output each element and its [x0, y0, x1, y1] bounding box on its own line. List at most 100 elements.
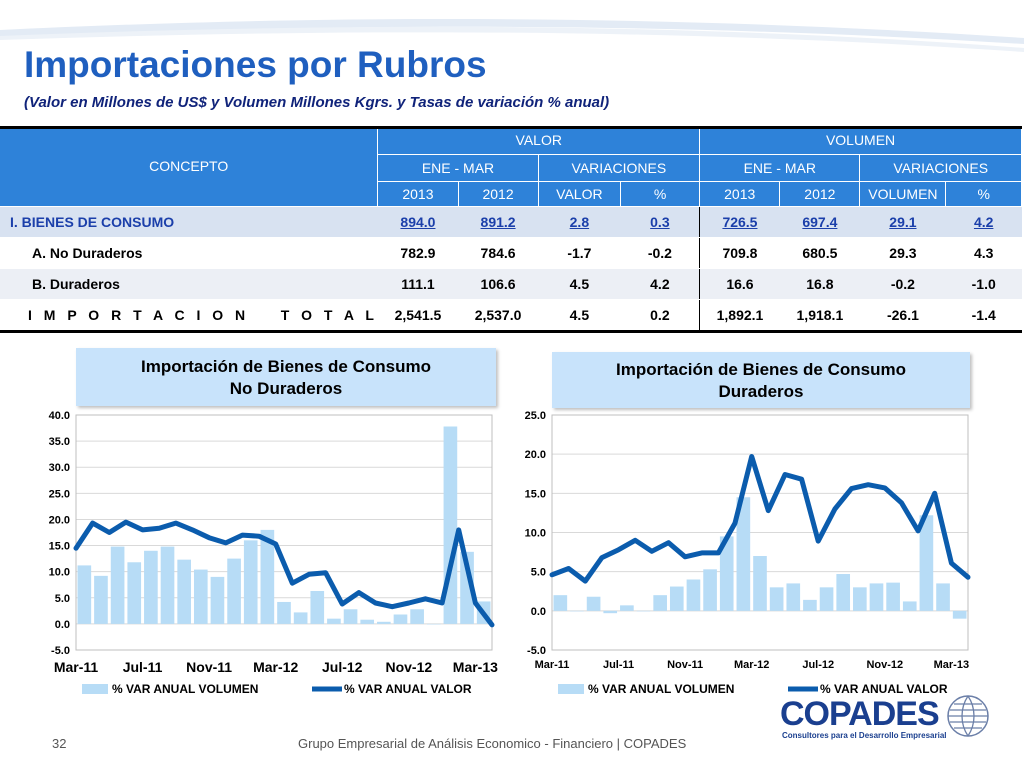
header-var-volumen-pct: % [945, 181, 1022, 207]
cell-var-vol: -26.1 [859, 299, 946, 333]
cell-vol2012: 680.5 [779, 237, 860, 269]
bar [686, 579, 701, 611]
cell-vol2012: 16.8 [779, 268, 860, 300]
legend-label-valor: % VAR ANUAL VALOR [344, 682, 472, 696]
header-volumen-2013: 2013 [699, 181, 781, 207]
y-tick-label: 10.0 [525, 528, 546, 540]
bar [636, 610, 651, 612]
bar [836, 574, 851, 611]
bar [620, 605, 634, 611]
header-var-volumen: VOLUMEN [859, 181, 947, 207]
y-tick-label: 40.0 [49, 410, 70, 422]
cell-vol-pct[interactable]: 4.2 [945, 206, 1022, 238]
bar [936, 583, 950, 611]
bar [902, 601, 917, 611]
cell-v2013: 2,541.5 [377, 299, 458, 333]
cell-var-vol: -0.2 [859, 268, 946, 300]
bar [853, 587, 867, 611]
cell-vol-pct: -1.4 [945, 299, 1022, 333]
cell-vol2013[interactable]: 726.5 [699, 206, 780, 238]
x-tick-label: Jul-11 [603, 659, 634, 671]
bar [410, 609, 424, 624]
x-tick-label: Mar-11 [535, 659, 570, 671]
cell-vol-pct: -1.0 [945, 268, 1022, 300]
bar [703, 569, 717, 611]
bar [293, 612, 308, 624]
bar [144, 550, 158, 624]
header-swoosh [0, 19, 1024, 52]
header-valor: VALOR [377, 126, 701, 155]
y-tick-label: 20.0 [49, 514, 70, 526]
y-tick-label: 15.0 [525, 488, 546, 500]
bar [94, 575, 108, 624]
row-label: I M P O R T A C I O N T O T A L [0, 299, 378, 333]
legend-label-volumen: % VAR ANUAL VOLUMEN [112, 682, 258, 696]
header-volumen: VOLUMEN [699, 126, 1022, 155]
y-tick-label: -5.0 [51, 645, 70, 657]
cell-v2013[interactable]: 894.0 [377, 206, 458, 238]
bar [869, 583, 884, 611]
footer-text: Grupo Empresarial de Análisis Economico … [298, 736, 687, 751]
y-tick-label: 5.0 [55, 593, 70, 605]
series-line-valor [73, 519, 495, 628]
row-label: A. No Duraderos [0, 237, 378, 269]
bar [653, 595, 667, 611]
bar [460, 551, 474, 624]
cell-var-pct[interactable]: 0.3 [620, 206, 700, 238]
bar [343, 609, 358, 624]
imports-table: CONCEPTO VALOR VOLUMEN ENE - MAR VARIACI… [0, 126, 1022, 333]
bar [570, 610, 584, 612]
bar [886, 582, 900, 611]
bar [177, 559, 191, 624]
bar [919, 515, 934, 611]
logo-wordmark: COPADES [780, 695, 939, 733]
legend-label-valor: % VAR ANUAL VALOR [820, 682, 948, 696]
header-valor-2012: 2012 [458, 181, 539, 207]
cell-var-pct: 4.2 [620, 268, 700, 300]
bar [786, 583, 801, 611]
x-tick-label: Nov-12 [866, 659, 903, 671]
table-row: I M P O R T A C I O N T O T A L 2,541.5 … [0, 299, 1022, 333]
table-row: I. BIENES DE CONSUMO 894.0 891.2 2.8 0.3… [0, 206, 1022, 238]
cell-vol2013: 1,892.1 [699, 299, 780, 333]
bar [77, 565, 92, 624]
logo-tagline: Consultores para el Desarrollo Empresari… [782, 731, 947, 740]
header-var-valor-pct: % [620, 181, 701, 207]
bar [193, 569, 208, 624]
y-tick-label: 0.0 [531, 606, 546, 618]
legend-swatch-volumen [558, 684, 584, 694]
cell-var-pct: -0.2 [620, 237, 700, 269]
y-tick-label: -5.0 [527, 645, 546, 657]
y-tick-label: 35.0 [49, 436, 70, 448]
cell-v2013: 782.9 [377, 237, 458, 269]
copades-logo: COPADES Consultores para el Desarrollo E… [780, 695, 989, 740]
y-tick-label: 25.0 [49, 488, 70, 500]
legend-label-volumen: % VAR ANUAL VOLUMEN [588, 682, 734, 696]
chart-title-no-duraderos: Importación de Bienes de Consumo No Dura… [76, 348, 496, 406]
x-tick-label: Mar-12 [734, 659, 769, 671]
header-volumen-2012: 2012 [779, 181, 861, 207]
bar [260, 529, 275, 624]
x-tick-label: Mar-12 [253, 659, 298, 675]
chart-no-duraderos: 40.0 35.0 30.0 25.0 20.0 15.0 10.0 5.0 0.0 -5.0 Ma… [49, 410, 499, 696]
bar [769, 587, 784, 611]
cell-var-valor[interactable]: 2.8 [538, 206, 621, 238]
cell-v2012[interactable]: 891.2 [458, 206, 539, 238]
y-tick-label: 20.0 [525, 449, 546, 461]
bar [277, 601, 291, 624]
cell-var-vol[interactable]: 29.1 [859, 206, 946, 238]
x-tick-label: Nov-12 [385, 659, 432, 675]
bar [327, 618, 341, 624]
row-label: I. BIENES DE CONSUMO [0, 206, 378, 238]
plot-area [551, 414, 969, 651]
y-tick-label: 30.0 [49, 462, 70, 474]
bar [110, 546, 125, 624]
header-valor-2013: 2013 [377, 181, 459, 207]
bar [426, 623, 441, 625]
x-tick-label: Mar-13 [453, 659, 498, 675]
bar [753, 556, 767, 611]
legend-swatch-volumen [82, 684, 108, 694]
bar [160, 546, 175, 624]
cell-var-valor: -1.7 [538, 237, 621, 269]
cell-vol2012[interactable]: 697.4 [779, 206, 860, 238]
